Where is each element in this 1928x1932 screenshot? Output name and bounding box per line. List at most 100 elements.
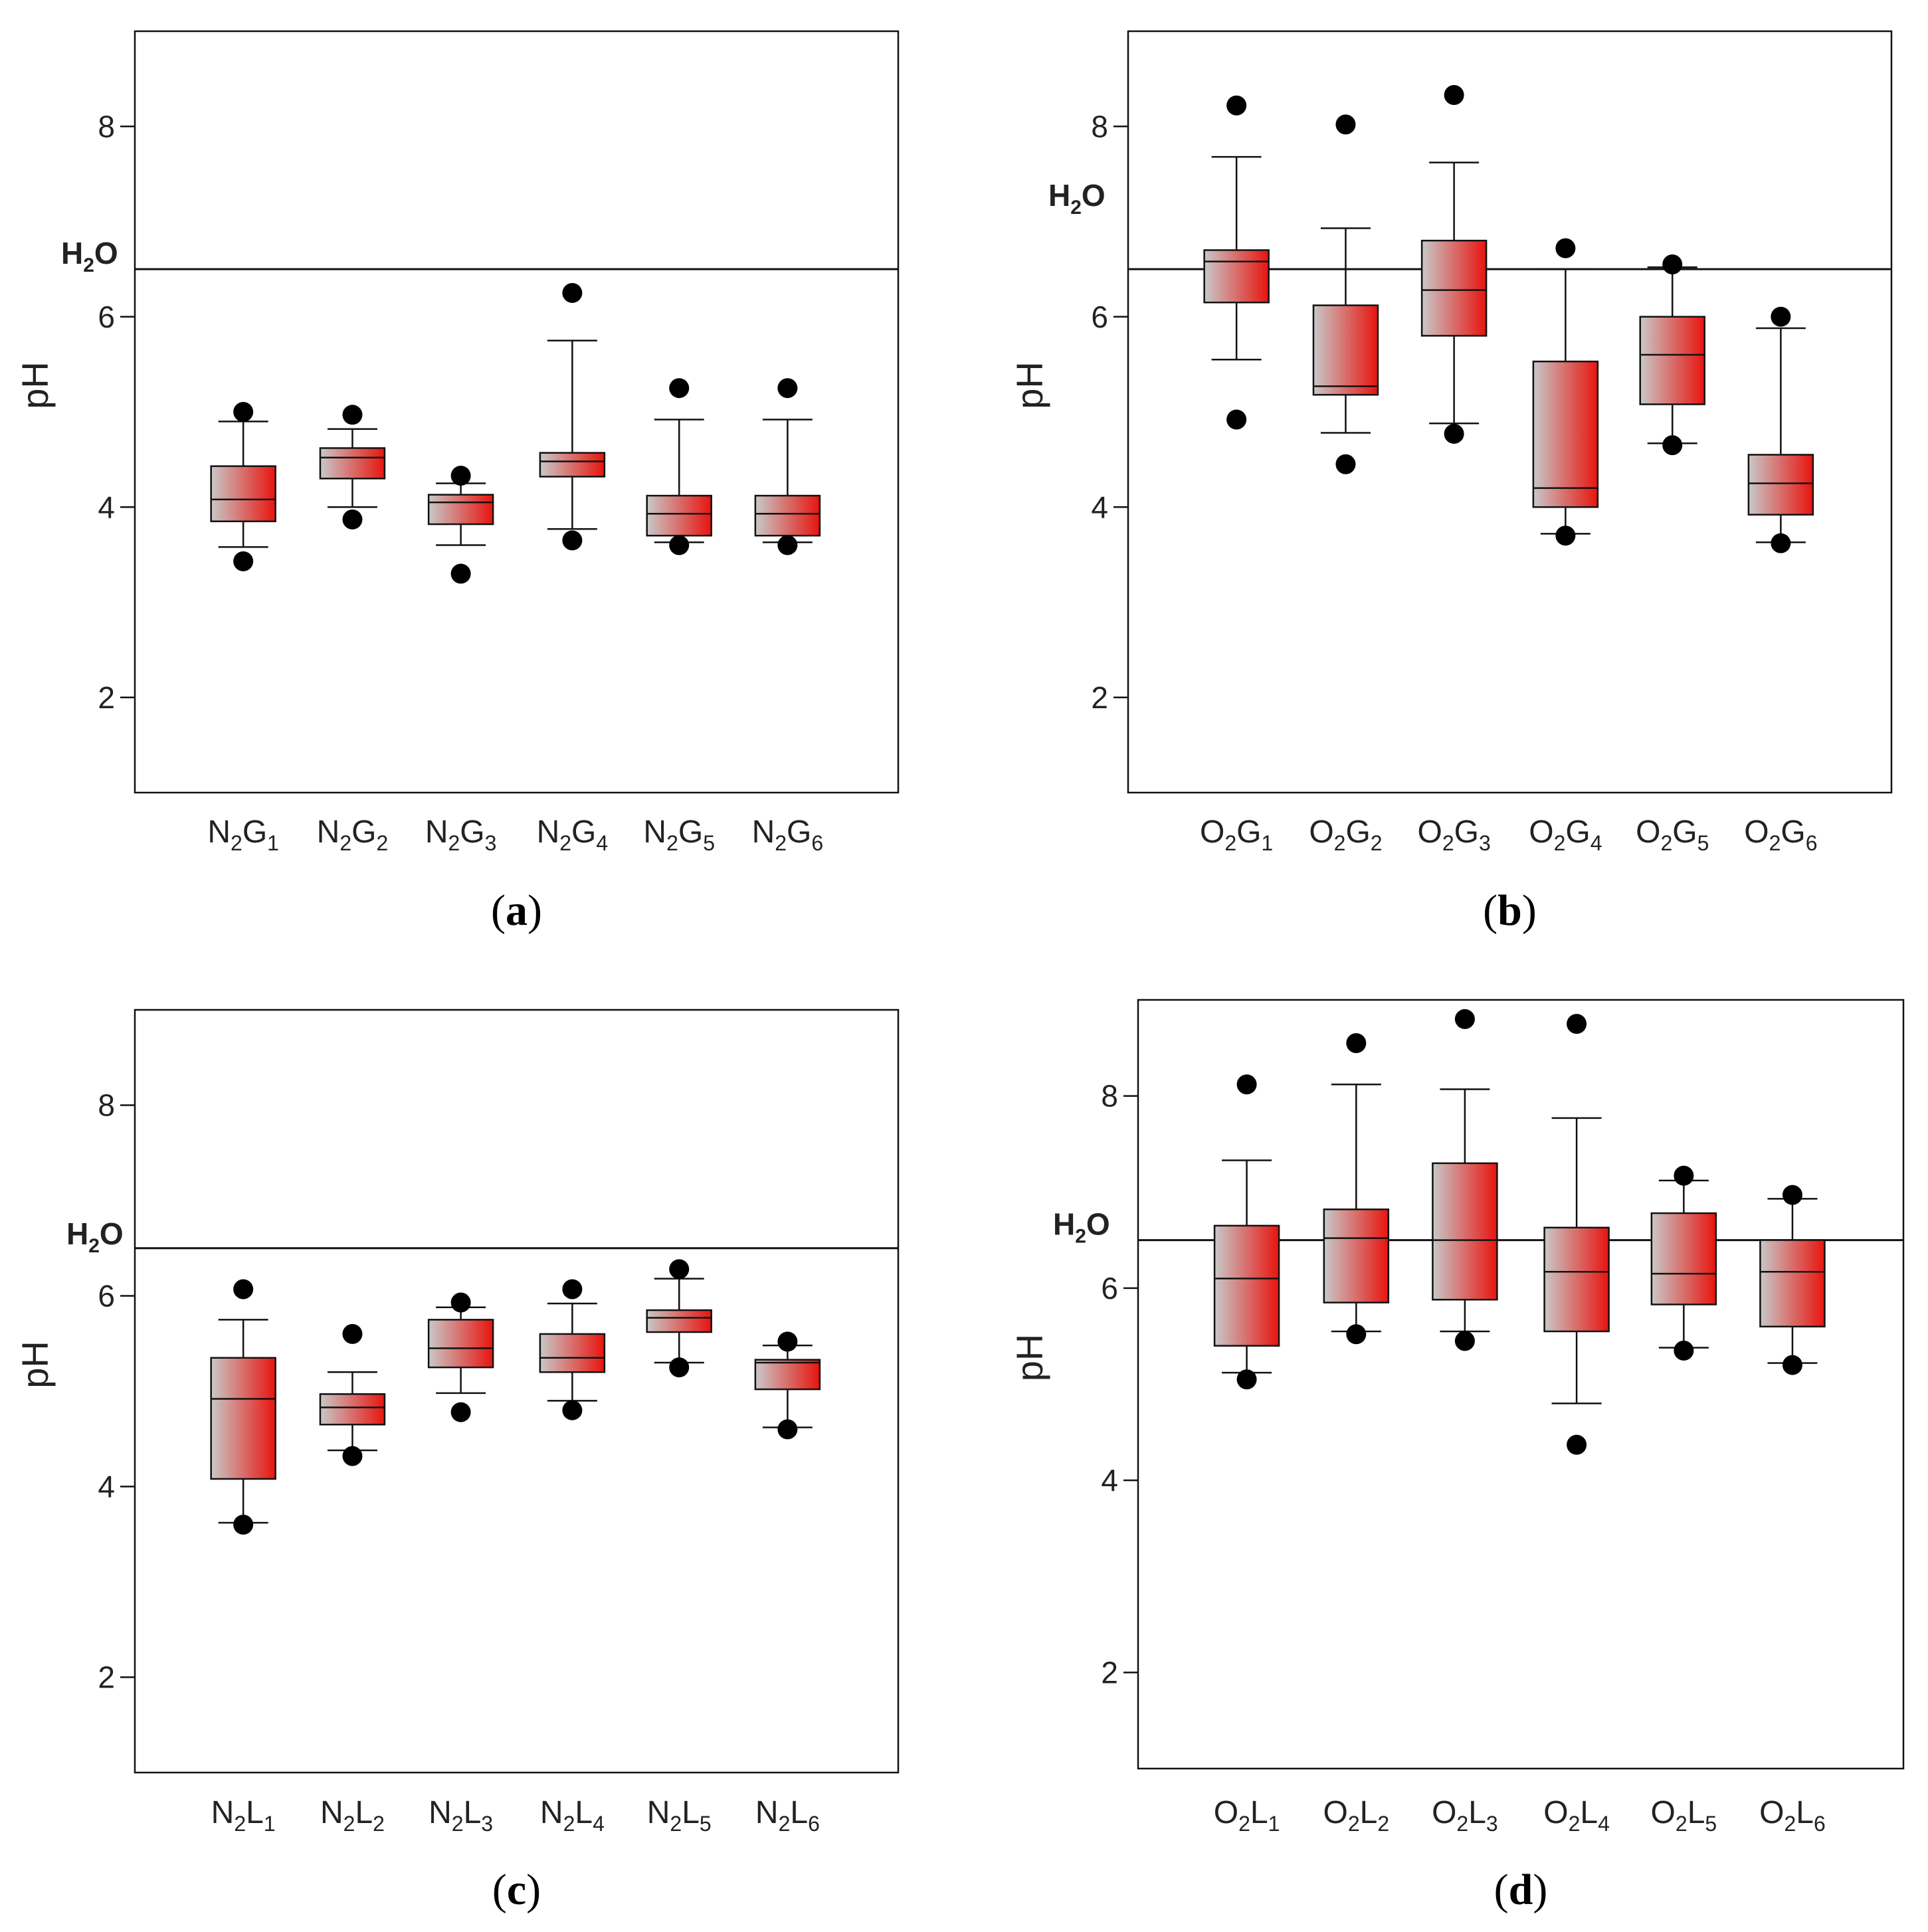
outlier-point bbox=[450, 1402, 471, 1422]
category-label: N2G3 bbox=[425, 815, 497, 855]
category-label: N2L3 bbox=[429, 1795, 493, 1836]
category-label: N2L1 bbox=[211, 1795, 276, 1836]
h2o-label: H2O bbox=[1053, 1207, 1110, 1248]
box-c-3 bbox=[427, 1292, 494, 1422]
category-label: N2L2 bbox=[320, 1795, 385, 1836]
outlier-point bbox=[1444, 84, 1464, 105]
outlier-point bbox=[1555, 238, 1576, 258]
y-tick-label: 2 bbox=[98, 1660, 115, 1695]
box-body bbox=[1432, 1162, 1498, 1301]
box-body bbox=[427, 1319, 494, 1369]
outlier-point bbox=[669, 378, 690, 399]
box-c-1 bbox=[210, 1279, 276, 1535]
box-b-2 bbox=[1312, 114, 1379, 474]
category-label: O2G5 bbox=[1636, 815, 1709, 855]
box-c-6 bbox=[754, 1331, 821, 1440]
y-tick-label: 2 bbox=[98, 680, 115, 715]
panel-a: 2 4 6 8 pH H2O N2G1 N2G2 N2G3 N2G4 N2G5 N2G6 (a) bbox=[14, 30, 900, 935]
outlier-point bbox=[1226, 409, 1247, 430]
y-axis-label: pH bbox=[1009, 1334, 1050, 1382]
outlier-point bbox=[777, 1419, 798, 1440]
category-label: O2G4 bbox=[1529, 815, 1602, 855]
box-c-5 bbox=[646, 1259, 712, 1378]
box-body bbox=[319, 1393, 386, 1426]
outlier-point bbox=[1335, 454, 1356, 474]
box-body bbox=[539, 1333, 606, 1373]
y-axis-label: pH bbox=[14, 1341, 56, 1389]
box-body bbox=[1213, 1224, 1280, 1347]
category-label: O2L4 bbox=[1543, 1795, 1610, 1836]
outlier-point bbox=[1674, 1340, 1694, 1361]
box-b-5 bbox=[1639, 254, 1705, 456]
outlier-point bbox=[450, 563, 471, 584]
box-body bbox=[210, 465, 276, 522]
category-label: O2G1 bbox=[1200, 815, 1273, 855]
outlier-point bbox=[450, 465, 471, 486]
y-tick-label: 8 bbox=[1091, 109, 1108, 144]
outlier-point bbox=[1782, 1355, 1802, 1375]
box-b-3 bbox=[1420, 84, 1488, 444]
box-d-2 bbox=[1323, 1033, 1390, 1345]
box-body bbox=[1203, 249, 1270, 304]
box-d-1 bbox=[1213, 1074, 1280, 1390]
y-tick-label: 6 bbox=[98, 300, 115, 334]
box-body bbox=[646, 494, 712, 537]
y-tick-label: 2 bbox=[1091, 680, 1108, 715]
y-tick-label: 6 bbox=[98, 1279, 115, 1313]
outlier-point bbox=[1771, 306, 1791, 327]
category-label: N2L5 bbox=[647, 1795, 712, 1836]
category-label: O2G6 bbox=[1744, 815, 1817, 855]
outlier-point bbox=[669, 1357, 690, 1378]
outlier-point bbox=[562, 1279, 583, 1300]
outlier-point bbox=[669, 535, 690, 555]
outlier-point bbox=[1454, 1009, 1475, 1029]
outlier-point bbox=[342, 1323, 363, 1344]
outlier-point bbox=[777, 378, 798, 399]
box-body bbox=[754, 1359, 821, 1391]
box-body bbox=[1543, 1226, 1610, 1333]
outlier-point bbox=[342, 1446, 363, 1466]
box-body bbox=[1420, 239, 1488, 337]
outlier-point bbox=[1346, 1033, 1367, 1054]
category-label: O2L1 bbox=[1214, 1795, 1280, 1836]
outlier-point bbox=[1782, 1185, 1802, 1205]
h2o-label: H2O bbox=[1048, 178, 1106, 219]
box-c-2 bbox=[319, 1323, 386, 1466]
y-tick-label: 8 bbox=[98, 1088, 115, 1123]
y-axis-label: pH bbox=[14, 361, 56, 409]
plot-frame bbox=[134, 30, 900, 794]
category-label: O2G2 bbox=[1309, 815, 1382, 855]
box-a-3 bbox=[427, 465, 494, 584]
box-body bbox=[427, 494, 494, 526]
y-tick-label: 8 bbox=[98, 109, 115, 144]
box-a-6 bbox=[754, 378, 821, 555]
box-b-1 bbox=[1203, 95, 1270, 430]
category-label: N2L6 bbox=[755, 1795, 820, 1836]
outlier-point bbox=[1674, 1165, 1694, 1186]
category-label: N2G1 bbox=[207, 815, 279, 855]
outlier-point bbox=[1567, 1434, 1587, 1455]
outlier-point bbox=[1662, 254, 1683, 274]
outlier-point bbox=[342, 405, 363, 425]
panel-b: 2 4 6 8 pH H2O O2G1 O2G2 O2G3 O2G4 O2G5 O2G6 (b) bbox=[1009, 30, 1893, 935]
category-label: N2G6 bbox=[752, 815, 824, 855]
outlier-point bbox=[1236, 1074, 1257, 1095]
panel-caption: (a) bbox=[491, 886, 542, 935]
y-tick-label: 2 bbox=[1101, 1655, 1118, 1690]
box-body bbox=[1323, 1208, 1390, 1304]
outlier-point bbox=[1555, 526, 1576, 546]
outlier-point bbox=[342, 509, 363, 530]
h2o-label: H2O bbox=[61, 236, 118, 276]
box-d-6 bbox=[1759, 1185, 1826, 1375]
y-tick-label: 6 bbox=[1101, 1271, 1118, 1305]
panel-d: 2 4 6 8 pH H2O O2L1 O2L2 O2L3 O2L4 O2L5 O2L6 (d) bbox=[1009, 999, 1905, 1914]
box-d-3 bbox=[1432, 1009, 1498, 1351]
outlier-point bbox=[777, 535, 798, 555]
outlier-point bbox=[233, 1279, 254, 1300]
panels: 2 4 6 8 pH H2O N2G1 N2G2 N2G3 N2G4 N2G5 N2G6 (a) 2 4 6 8… bbox=[14, 30, 1905, 1914]
box-b-4 bbox=[1532, 238, 1599, 546]
outlier-point bbox=[1226, 95, 1247, 116]
plot-frame bbox=[134, 1009, 900, 1774]
outlier-point bbox=[1236, 1369, 1257, 1390]
